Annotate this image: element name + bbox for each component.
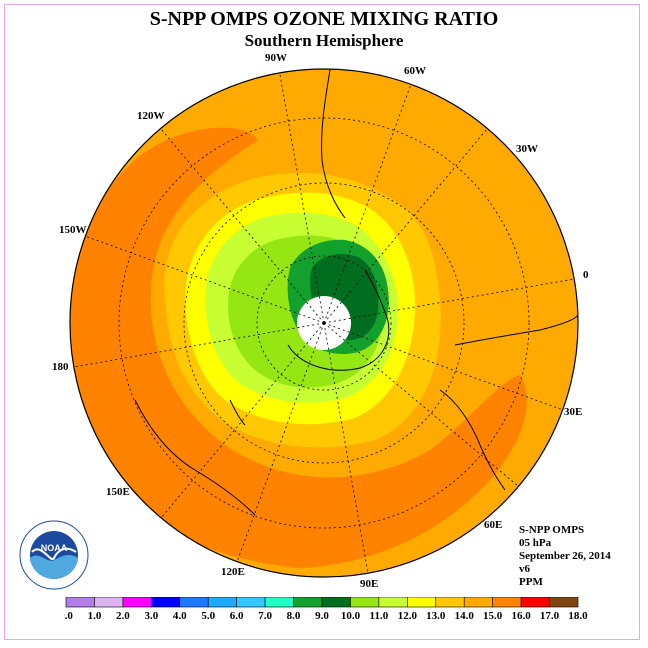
colorbar-swatch (65, 597, 95, 608)
noaa-logo: NOAA (19, 520, 89, 590)
lon-label-30e: 30E (564, 406, 582, 418)
lon-label-0: 0 (583, 269, 589, 281)
colorbar-tick-label: 14.0 (455, 610, 475, 622)
lon-label-180: 180 (52, 361, 69, 373)
coastlines (134, 69, 578, 516)
colorbar-tick-label: 1.0 (88, 610, 102, 622)
colorbar-swatch (293, 597, 323, 608)
colorbar-tick-label: 5.0 (201, 610, 215, 622)
colorbar-swatch (236, 597, 266, 608)
map-title: S-NPP OMPS OZONE MIXING RATIO (149, 8, 499, 30)
colorbar-swatch (350, 597, 380, 608)
product-info: S-NPP OMPS 05 hPa September 26, 2014 v6 … (519, 524, 611, 589)
logo-text: NOAA (41, 543, 68, 553)
info-version: v6 (519, 563, 530, 575)
colorbar-tick-label: 16.0 (511, 610, 531, 622)
colorbar-swatch (94, 597, 124, 608)
info-units: PPM (519, 576, 543, 588)
colorbar-swatch (179, 597, 209, 608)
lon-label-30w: 30W (516, 143, 538, 155)
lon-label-90e: 90E (360, 578, 378, 590)
lon-label-120w: 120W (137, 110, 165, 122)
colorbar-tick-label: 12.0 (398, 610, 418, 622)
colorbar-swatch (264, 597, 294, 608)
colorbar-swatch (549, 597, 579, 608)
lon-label-120e: 120E (221, 566, 245, 578)
colorbar-swatch (122, 597, 152, 608)
colorbar-swatch (321, 597, 351, 608)
colorbar-tick-label: 3.0 (144, 610, 158, 622)
info-instrument: S-NPP OMPS (519, 524, 585, 536)
map-subtitle: Southern Hemisphere (244, 31, 404, 50)
colorbar-swatch (151, 597, 181, 608)
colorbar-tick-label: 8.0 (287, 610, 301, 622)
colorbar-tick-label: 4.0 (173, 610, 187, 622)
colorbar-legend: 0.0 1.0 2.0 3.0 4.0 5.0 6.0 7.0 8.0 9.0 10.0 11.0 12… (64, 597, 588, 622)
colorbar-swatch (463, 597, 493, 608)
lon-label-60e: 60E (484, 519, 502, 531)
info-date: September 26, 2014 (519, 550, 611, 562)
colorbar-swatch (520, 597, 550, 608)
colorbar-tick-label: 17.0 (540, 610, 560, 622)
colorbar-tick-label: 13.0 (426, 610, 446, 622)
colorbar-tick-label: 7.0 (258, 610, 272, 622)
colorbar-tick-label: 10.0 (341, 610, 361, 622)
colorbar-tick-label: 15.0 (483, 610, 503, 622)
colorbar-tick-label: 6.0 (230, 610, 244, 622)
colorbar-swatch (378, 597, 408, 608)
map-outline (69, 68, 579, 578)
lon-label-150e: 150E (106, 486, 130, 498)
graticule (73, 69, 575, 574)
colorbar-tick-label: 0.0 (64, 610, 73, 622)
colorbar-swatch (207, 597, 237, 608)
colorbar-tick-label: 18.0 (568, 610, 588, 622)
colorbar-tick-label: 9.0 (315, 610, 329, 622)
colorbar-tick-label: 2.0 (116, 610, 130, 622)
colorbar-swatch (492, 597, 522, 608)
colorbar-tick-label: 11.0 (370, 610, 389, 622)
pole-dot (322, 321, 326, 325)
colorbar-swatch (407, 597, 437, 608)
contour-band-15 (70, 127, 527, 568)
page-frame (4, 4, 640, 640)
lon-label-150w: 150W (59, 224, 87, 236)
lon-label-60w: 60W (404, 65, 426, 77)
lon-label-90w: 90W (265, 52, 287, 64)
info-level: 05 hPa (519, 537, 552, 549)
colorbar-swatch (435, 597, 465, 608)
